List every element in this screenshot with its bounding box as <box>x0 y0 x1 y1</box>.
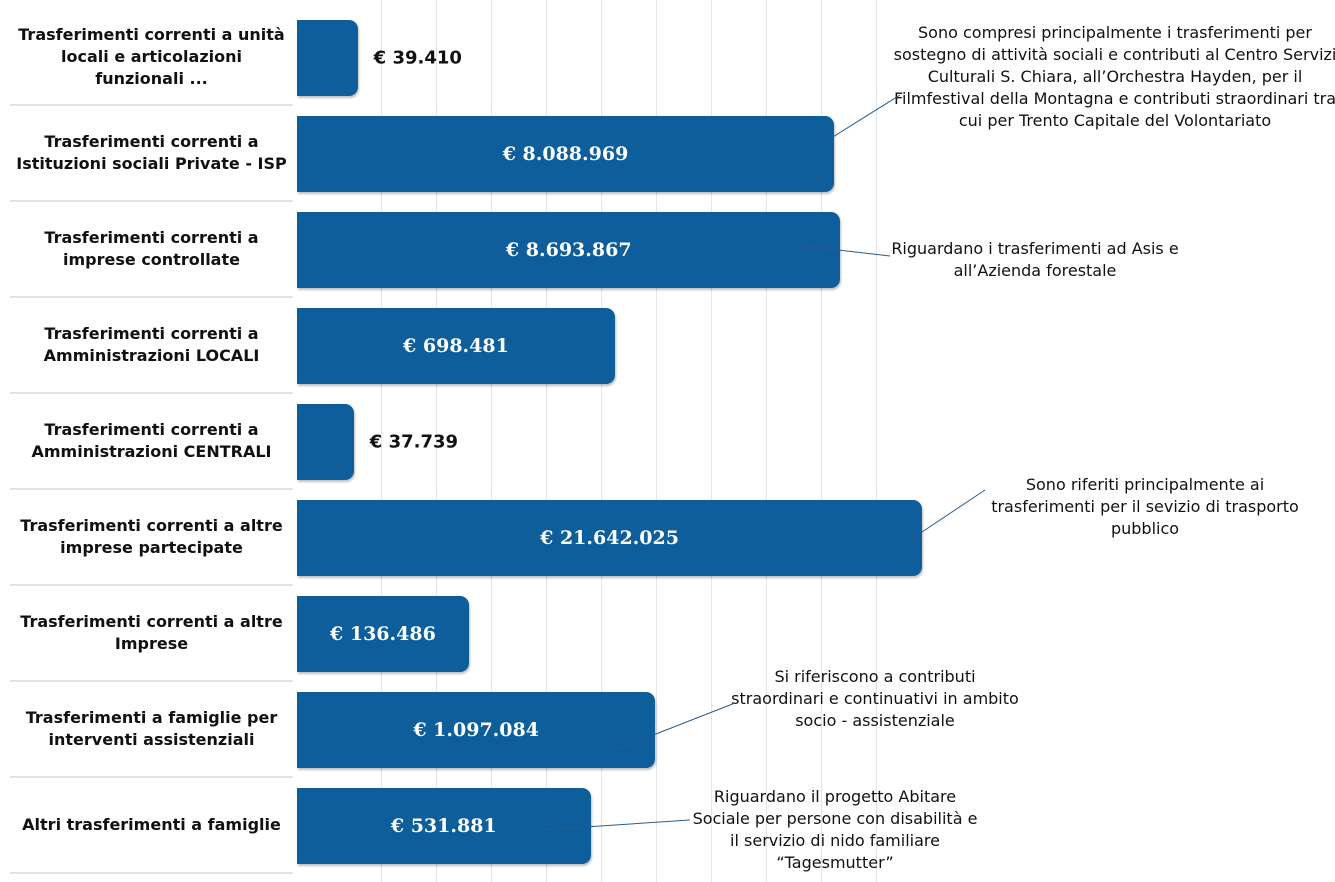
category-label: Trasferimenti correnti a Amministrazioni… <box>10 394 293 490</box>
category-label: Trasferimenti correnti a altre imprese p… <box>10 490 293 586</box>
annotation-line <box>819 94 901 146</box>
annotation-line <box>614 702 736 751</box>
annotation: Riguardano il progetto Abitare Sociale p… <box>692 787 978 872</box>
value-label: € 1.097.084 <box>413 719 539 741</box>
annotation: Si riferiscono a contributi straordinari… <box>731 667 1019 730</box>
bar <box>297 788 591 864</box>
annotation-line <box>539 819 691 831</box>
category-label: Trasferimenti correnti a unità locali e … <box>10 10 293 106</box>
category-label: Trasferimenti correnti a Istituzioni soc… <box>10 106 293 202</box>
bar <box>297 596 469 672</box>
value-label: € 698.481 <box>403 335 509 357</box>
bar <box>297 20 358 96</box>
category-label: Trasferimenti correnti a Amministrazioni… <box>10 298 293 394</box>
annotation-line <box>909 489 986 541</box>
category-label: Trasferimenti correnti a imprese control… <box>10 202 293 298</box>
value-label: € 37.739 <box>369 431 459 453</box>
annotation: Sono riferiti principalmente ai trasferi… <box>991 475 1299 538</box>
value-label: € 8.088.969 <box>502 143 629 165</box>
category-label: Trasferimenti a famiglie per interventi … <box>10 682 293 778</box>
value-label: € 531.881 <box>390 815 497 837</box>
value-label: € 39.410 <box>373 47 462 69</box>
bar <box>297 212 841 288</box>
bar <box>297 404 354 480</box>
category-label: Altri trasferimenti a famiglie <box>10 778 293 874</box>
annotation: Riguardano i trasferimenti ad Asis e all… <box>891 239 1179 280</box>
category-label: Trasferimenti correnti a altre Imprese <box>10 586 293 682</box>
value-label: € 21.642.025 <box>540 527 679 549</box>
value-label: € 8.693.867 <box>505 239 632 261</box>
bar <box>297 500 923 576</box>
annotation: Sono compresi principalmente i trasferim… <box>893 23 1335 130</box>
value-label: € 136.486 <box>330 623 436 645</box>
annotation-line <box>794 244 891 257</box>
bar <box>297 692 656 768</box>
bar <box>297 308 615 384</box>
bar <box>297 116 835 192</box>
